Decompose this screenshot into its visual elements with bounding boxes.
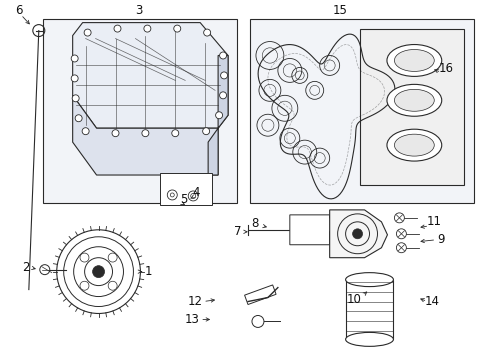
Circle shape xyxy=(75,115,82,122)
Circle shape xyxy=(353,229,363,239)
Text: 15: 15 xyxy=(332,4,347,17)
FancyBboxPatch shape xyxy=(250,19,474,203)
Circle shape xyxy=(394,213,404,223)
Circle shape xyxy=(216,112,222,119)
Circle shape xyxy=(112,130,119,137)
Circle shape xyxy=(204,29,211,36)
Circle shape xyxy=(82,128,89,135)
Text: 1: 1 xyxy=(145,265,152,278)
Text: 14: 14 xyxy=(425,295,440,308)
Text: 10: 10 xyxy=(347,293,362,306)
Circle shape xyxy=(57,230,141,314)
Circle shape xyxy=(220,92,226,99)
Circle shape xyxy=(142,130,149,137)
Polygon shape xyxy=(208,55,228,175)
Ellipse shape xyxy=(394,89,434,111)
Circle shape xyxy=(220,72,227,79)
FancyBboxPatch shape xyxy=(160,173,212,205)
Circle shape xyxy=(72,95,79,102)
Text: 12: 12 xyxy=(188,295,203,308)
Circle shape xyxy=(71,75,78,82)
Text: 9: 9 xyxy=(438,233,445,246)
Text: 16: 16 xyxy=(439,62,454,75)
Text: 4: 4 xyxy=(193,186,200,199)
Circle shape xyxy=(40,265,50,275)
FancyBboxPatch shape xyxy=(43,19,237,203)
Circle shape xyxy=(144,25,151,32)
Text: 6: 6 xyxy=(15,4,23,17)
Text: 2: 2 xyxy=(22,261,29,274)
Text: 5: 5 xyxy=(180,193,188,206)
Text: 8: 8 xyxy=(251,217,259,230)
Circle shape xyxy=(220,52,226,59)
Ellipse shape xyxy=(387,45,442,76)
Ellipse shape xyxy=(345,273,393,287)
Circle shape xyxy=(114,25,121,32)
Ellipse shape xyxy=(394,134,434,156)
Circle shape xyxy=(203,128,210,135)
Circle shape xyxy=(172,130,179,137)
Text: 7: 7 xyxy=(234,225,242,238)
Ellipse shape xyxy=(394,50,434,71)
Ellipse shape xyxy=(345,332,393,346)
Polygon shape xyxy=(73,95,218,175)
Circle shape xyxy=(84,29,91,36)
Circle shape xyxy=(93,266,104,278)
Circle shape xyxy=(80,281,89,290)
Polygon shape xyxy=(73,23,228,128)
Circle shape xyxy=(80,253,89,262)
Text: 3: 3 xyxy=(135,4,142,17)
Ellipse shape xyxy=(387,84,442,116)
Polygon shape xyxy=(290,215,340,245)
Circle shape xyxy=(108,281,117,290)
Circle shape xyxy=(396,243,406,253)
Circle shape xyxy=(108,253,117,262)
Bar xyxy=(245,285,276,305)
Ellipse shape xyxy=(387,129,442,161)
Circle shape xyxy=(71,55,78,62)
Circle shape xyxy=(174,25,181,32)
Polygon shape xyxy=(360,28,464,185)
Circle shape xyxy=(188,191,198,201)
Circle shape xyxy=(396,229,406,239)
Circle shape xyxy=(167,190,177,200)
Circle shape xyxy=(252,315,264,328)
Polygon shape xyxy=(330,210,388,258)
Bar xyxy=(345,280,393,339)
Text: 13: 13 xyxy=(185,313,199,326)
Text: 11: 11 xyxy=(427,215,442,228)
